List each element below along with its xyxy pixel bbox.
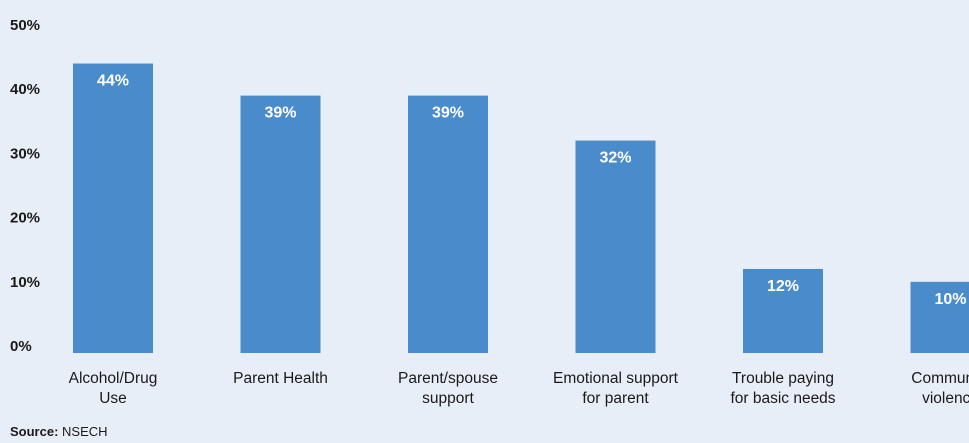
x-category-label: Alcohol/Drug	[69, 370, 158, 387]
x-category-label: Parent Health	[233, 370, 328, 387]
y-tick-label: 10%	[10, 274, 40, 291]
x-category-label: Parent/spouse	[398, 370, 498, 387]
y-tick-label: 50%	[10, 17, 40, 34]
source-label: Source:	[10, 424, 59, 439]
x-category-label: support	[422, 390, 474, 407]
x-category-label: Trouble paying	[732, 370, 834, 387]
bar-value-label: 39%	[432, 105, 464, 122]
bar-chart: 0% 10% 20% 30% 40% 50% 44% 39% 39% 32% 12% 10% Alc…	[10, 17, 969, 407]
bar-value-label: 10%	[934, 291, 966, 308]
x-axis-category-labels: Alcohol/Drug Use Parent Health Parent/spous…	[69, 370, 969, 407]
y-tick-label: 20%	[10, 210, 40, 227]
bar-value-label: 44%	[97, 73, 129, 90]
bar	[240, 95, 321, 354]
x-category-label: for parent	[582, 390, 649, 407]
bar	[743, 268, 823, 353]
bar-value-label: 32%	[599, 150, 631, 167]
bar	[408, 95, 488, 354]
bar-value-label: 12%	[767, 278, 799, 295]
bar-value-labels: 44% 39% 39% 32% 12% 10%	[97, 73, 967, 308]
bars	[73, 63, 969, 354]
source-value: NSECH	[62, 424, 108, 439]
x-category-label: violence	[922, 390, 969, 407]
y-axis-ticks: 0% 10% 20% 30% 40% 50%	[10, 17, 40, 355]
bar	[910, 281, 969, 353]
x-category-label: Use	[99, 390, 127, 407]
source-note: Source: NSECH	[10, 424, 108, 439]
x-category-label: for basic needs	[730, 390, 835, 407]
y-tick-label: 40%	[10, 81, 40, 98]
y-tick-label: 30%	[10, 145, 40, 162]
bar-value-label: 39%	[264, 105, 296, 122]
x-category-label: Community	[911, 370, 969, 387]
bar	[73, 63, 153, 354]
x-category-label: Emotional support	[553, 370, 679, 387]
y-tick-label: 0%	[10, 338, 32, 355]
bar	[575, 140, 656, 353]
